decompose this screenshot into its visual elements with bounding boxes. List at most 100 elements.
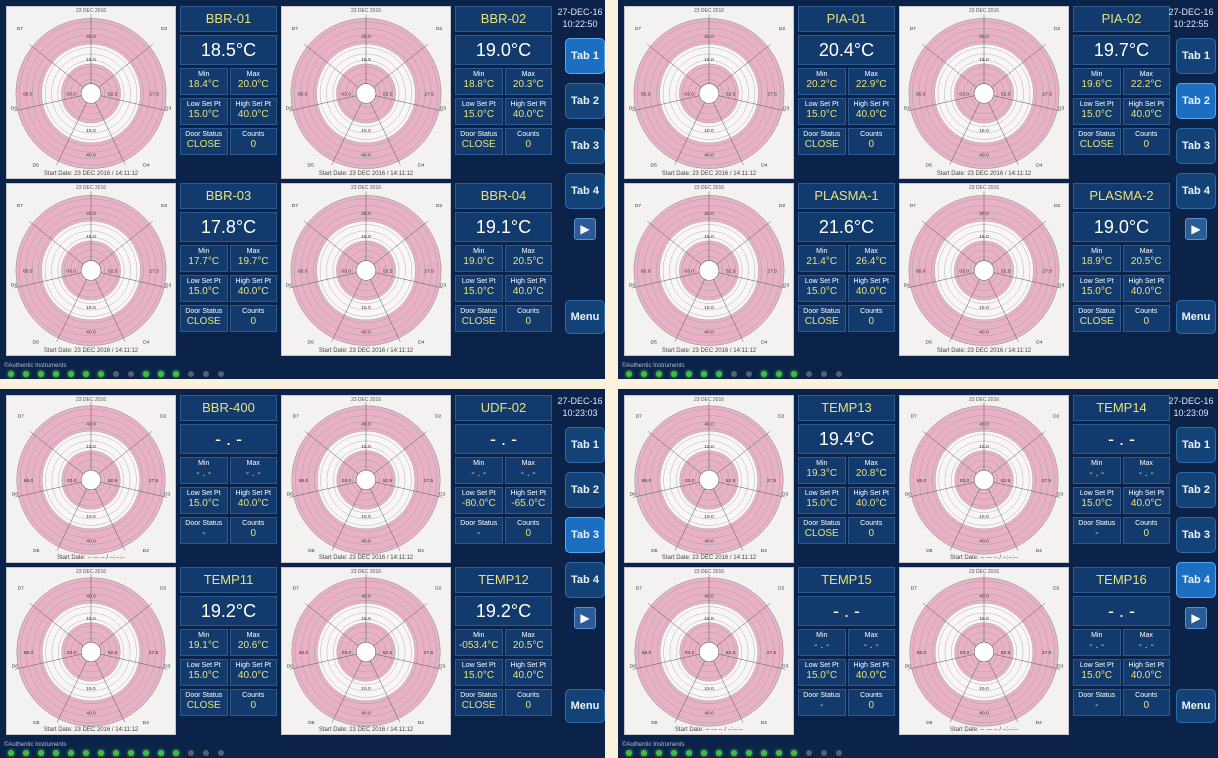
menu-button[interactable]: Menu <box>565 689 605 723</box>
channel-name[interactable]: PIA-01 <box>798 6 895 32</box>
tab-4-button[interactable]: Tab 4 <box>1176 173 1216 209</box>
status-led-icon <box>806 371 812 377</box>
circular-chart[interactable]: 40.0 15.0 15.0 40.0 65.0 27.5 03.0 52.5 D7 D2 D3 D4… <box>624 6 794 179</box>
channel-name[interactable]: TEMP15 <box>798 567 895 593</box>
channel-name[interactable]: TEMP11 <box>180 567 277 593</box>
max-value: 19.7°C <box>237 256 269 267</box>
channel-name[interactable]: TEMP14 <box>1073 395 1170 421</box>
channel-name[interactable]: PIA-02 <box>1073 6 1170 32</box>
circular-chart[interactable]: 40.0 15.0 15.0 40.0 65.0 27.5 03.0 52.5 D7 D2 D3 D4… <box>6 6 176 179</box>
high-set-point-box: High Set Pt 40.0°C <box>229 659 277 686</box>
next-page-icon[interactable]: ▶ <box>1185 607 1207 629</box>
max-value: 20.6°C <box>237 640 269 651</box>
channel-name[interactable]: PLASMA-2 <box>1073 183 1170 209</box>
chart-day-spoke <box>289 653 357 670</box>
circular-chart[interactable]: 40.0 15.0 15.0 40.0 65.0 27.5 03.0 52.5 D7 D2 D3 D4… <box>899 395 1069 563</box>
chart-day-spoke <box>993 272 1062 289</box>
circular-chart[interactable]: 40.0 15.0 15.0 40.0 65.0 27.5 03.0 52.5 D7 D2 D3 D4… <box>281 395 451 563</box>
door-status-box: Door Status - <box>1073 517 1121 544</box>
tab-2-button[interactable]: Tab 2 <box>1176 472 1216 508</box>
menu-button[interactable]: Menu <box>1176 689 1216 723</box>
channel-name[interactable]: TEMP12 <box>455 567 552 593</box>
tab-1-button[interactable]: Tab 1 <box>565 427 605 463</box>
low-set-point-box: Low Set Pt 15.0°C <box>798 275 846 302</box>
high-set-point-box: High Set Pt 40.0°C <box>504 275 552 302</box>
current-temperature: 19.1°C <box>455 212 552 242</box>
next-page-icon[interactable]: ▶ <box>574 607 596 629</box>
chart-day-label: D5 <box>651 163 658 169</box>
tab-3-button[interactable]: Tab 3 <box>1176 128 1216 164</box>
chart-day-spoke <box>373 603 428 647</box>
chart-day-spoke <box>29 603 84 647</box>
tab-1-button[interactable]: Tab 1 <box>1176 38 1216 74</box>
tab-1-button[interactable]: Tab 1 <box>1176 427 1216 463</box>
channel-name[interactable]: BBR-400 <box>180 395 277 421</box>
circular-chart[interactable]: 40.0 15.0 15.0 40.0 65.0 27.5 03.0 52.5 D7 D2 D3 D4… <box>6 567 176 735</box>
status-led-icon <box>701 371 707 377</box>
circular-chart[interactable]: 40.0 15.0 15.0 40.0 65.0 27.5 03.0 52.5 D7 D2 D3 D4… <box>624 183 794 356</box>
chart-ring-label: 27.5 <box>767 91 777 97</box>
circular-chart[interactable]: 40.0 15.0 15.0 40.0 65.0 27.5 03.0 52.5 D7 D2 D3 D4… <box>624 395 794 563</box>
tab-3-button[interactable]: Tab 3 <box>1176 517 1216 553</box>
tab-4-button[interactable]: Tab 4 <box>565 562 605 598</box>
circular-chart[interactable]: 40.0 15.0 15.0 40.0 65.0 27.5 03.0 52.5 D7 D2 D3 D4… <box>6 395 176 563</box>
door-status: - <box>202 528 206 539</box>
channel-name[interactable]: BBR-02 <box>455 6 552 32</box>
door-status-box: Door Status CLOSE <box>798 128 846 155</box>
channel-name[interactable]: BBR-03 <box>180 183 277 209</box>
max-value: 20.8°C <box>855 468 887 479</box>
tab-2-button[interactable]: Tab 2 <box>1176 83 1216 119</box>
door-counts-label: Counts <box>860 692 883 699</box>
circular-chart[interactable]: 40.0 15.0 15.0 40.0 65.0 27.5 03.0 52.5 D7 D2 D3 D4… <box>281 183 451 356</box>
value-pair: Low Set Pt 15.0°C High Set Pt 40.0°C <box>180 659 277 686</box>
channel-name[interactable]: PLASMA-1 <box>798 183 895 209</box>
chart-day-spoke <box>991 221 1046 265</box>
tab-2-button[interactable]: Tab 2 <box>565 83 605 119</box>
chart-ring-label: 65.0 <box>24 650 34 656</box>
tab-3-button[interactable]: Tab 3 <box>565 128 605 164</box>
channel-name[interactable]: UDF-02 <box>455 395 552 421</box>
menu-button[interactable]: Menu <box>1176 300 1216 334</box>
channel-name[interactable]: BBR-04 <box>455 183 552 209</box>
circular-chart[interactable]: 40.0 15.0 15.0 40.0 65.0 27.5 03.0 52.5 D7 D2 D3 D4… <box>899 6 1069 179</box>
tab-3-button[interactable]: Tab 3 <box>565 517 605 553</box>
chart-day-label: D4 <box>143 163 150 169</box>
door-status-label: Door Status <box>185 692 223 699</box>
next-page-icon[interactable]: ▶ <box>574 218 596 240</box>
chart-start-date: Start Date: 23 DEC 2016 / 14:11:12 <box>43 171 139 177</box>
tab-2-button[interactable]: Tab 2 <box>565 472 605 508</box>
chart-ring-label: 15.0 <box>361 616 371 622</box>
min-value-label: Min <box>198 248 210 255</box>
circular-chart[interactable]: 40.0 15.0 15.0 40.0 65.0 27.5 03.0 52.5 D7 D2 D3 D4… <box>6 183 176 356</box>
next-page-icon[interactable]: ▶ <box>1185 218 1207 240</box>
chart-start-date: Start Date: 23 DEC 2016 / 14:11:12 <box>936 171 1032 177</box>
chart-day-spoke <box>56 660 87 723</box>
channel-name[interactable]: TEMP16 <box>1073 567 1170 593</box>
chart-day-spoke <box>922 221 977 265</box>
chart-day-spoke <box>100 95 169 112</box>
chart-day-label: D7 <box>636 585 643 591</box>
door-counts: 0 <box>525 528 532 539</box>
tab-4-button[interactable]: Tab 4 <box>1176 562 1216 598</box>
max-value: - . - <box>863 640 879 651</box>
circular-chart[interactable]: 40.0 15.0 15.0 40.0 65.0 27.5 03.0 52.5 D7 D2 D3 D4… <box>899 567 1069 735</box>
chart-day-label: D3 <box>164 492 171 498</box>
status-led-icon <box>53 750 59 756</box>
value-pair: Min 19.3°C Max 20.8°C <box>798 457 895 484</box>
chart-day-spoke <box>993 481 1061 498</box>
circular-chart[interactable]: 40.0 15.0 15.0 40.0 65.0 27.5 03.0 52.5 D7 D2 D3 D4… <box>281 567 451 735</box>
chart-ring-label: 52.5 <box>1001 268 1011 274</box>
channel-name[interactable]: TEMP13 <box>798 395 895 421</box>
circular-chart[interactable]: 40.0 15.0 15.0 40.0 65.0 27.5 03.0 52.5 D7 D2 D3 D4… <box>899 183 1069 356</box>
channel-name[interactable]: BBR-01 <box>180 6 277 32</box>
circular-chart-dial: 40.0 15.0 15.0 40.0 65.0 27.5 03.0 52.5 D7 D2 D3 D4… <box>904 14 1064 169</box>
status-led-icon <box>38 750 44 756</box>
min-value-box: Min 17.7°C <box>180 245 228 272</box>
circular-chart[interactable]: 40.0 15.0 15.0 40.0 65.0 27.5 03.0 52.5 D7 D2 D3 D4… <box>624 567 794 735</box>
chart-ring-label: 52.5 <box>383 91 393 97</box>
circular-chart[interactable]: 40.0 15.0 15.0 40.0 65.0 27.5 03.0 52.5 D7 D2 D3 D4… <box>281 6 451 179</box>
chart-day-spoke <box>906 95 975 112</box>
tab-1-button[interactable]: Tab 1 <box>565 38 605 74</box>
menu-button[interactable]: Menu <box>565 300 605 334</box>
tab-4-button[interactable]: Tab 4 <box>565 173 605 209</box>
